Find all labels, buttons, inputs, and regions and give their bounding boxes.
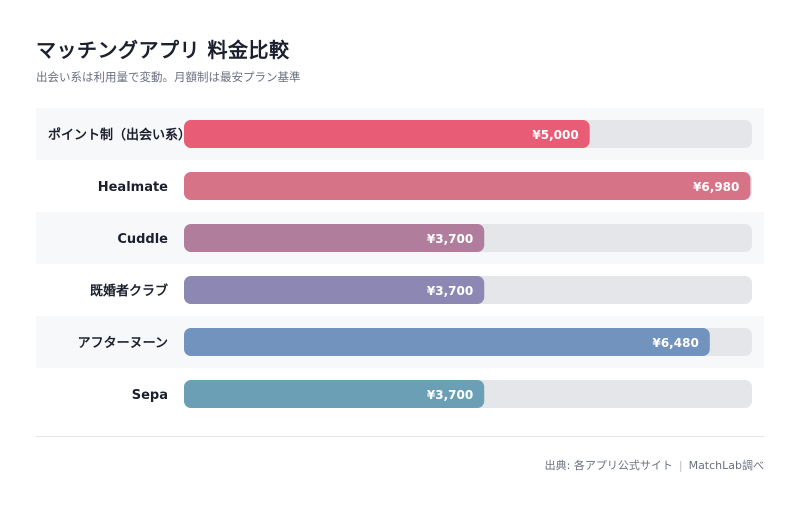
- bar: [184, 328, 710, 356]
- bar: [184, 380, 485, 408]
- source-note: 出典: 各アプリ公式サイト | MatchLab調べ: [545, 457, 764, 473]
- category-label: Sepa: [132, 388, 168, 403]
- bar: [184, 120, 590, 148]
- bar: [184, 276, 485, 304]
- category-label: Cuddle: [117, 232, 168, 247]
- chart-title: マッチングアプリ 料金比較: [36, 38, 290, 62]
- category-label: ポイント制（出会い系）: [48, 127, 191, 143]
- footer-divider: [36, 436, 764, 437]
- value-label: ¥3,700: [427, 284, 473, 298]
- value-label: ¥3,700: [427, 232, 473, 246]
- source-separator: |: [678, 459, 683, 472]
- value-label: ¥3,700: [427, 388, 473, 402]
- chart-subtitle: 出会い系は利用量で変動。月額制は最安プラン基準: [36, 70, 301, 84]
- source-author: MatchLab調べ: [688, 459, 764, 472]
- value-label: ¥5,000: [532, 128, 578, 142]
- value-label: ¥6,480: [652, 336, 698, 350]
- bar: [184, 172, 751, 200]
- value-label: ¥6,980: [693, 180, 739, 194]
- bar: [184, 224, 485, 252]
- category-label: 既婚者クラブ: [90, 283, 168, 299]
- category-label: Healmate: [98, 180, 168, 195]
- category-label: アフターヌーン: [78, 336, 168, 351]
- source-label: 出典: 各アプリ公式サイト: [544, 459, 673, 472]
